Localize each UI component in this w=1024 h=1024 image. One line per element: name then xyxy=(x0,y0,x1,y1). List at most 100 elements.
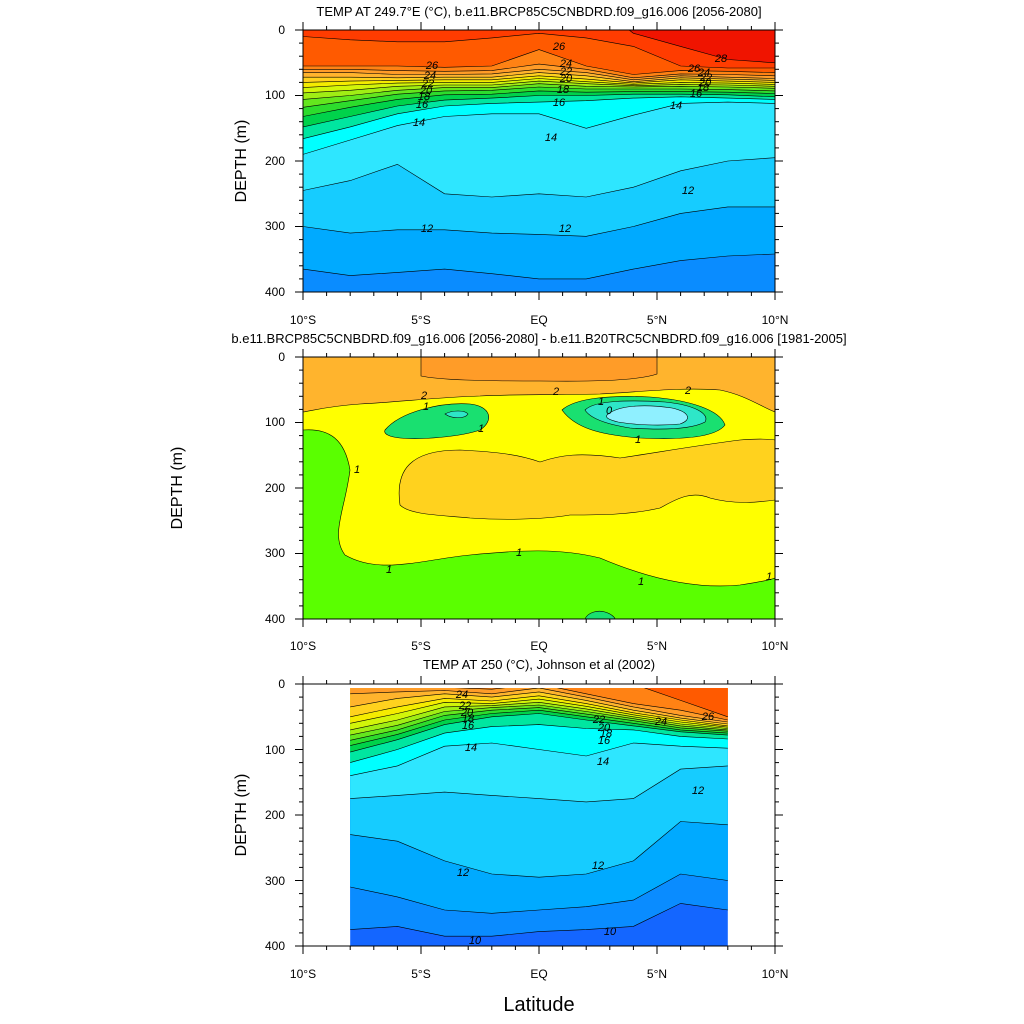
contour-line xyxy=(350,698,728,728)
contour-label: 16 xyxy=(462,720,475,732)
contour-label: 2 xyxy=(552,386,559,398)
contour-line xyxy=(350,742,728,776)
contour-label: 24 xyxy=(455,689,468,701)
y-tick-label: 0 xyxy=(278,23,285,37)
contour-label: 12 xyxy=(457,867,469,879)
contour-label: 22 xyxy=(559,66,572,78)
contour-label: 2 xyxy=(420,390,427,402)
x-tick-label: 10°N xyxy=(762,639,789,653)
x-tick-label: 5°S xyxy=(411,967,430,981)
contour-label: 24 xyxy=(654,716,667,728)
contour-line xyxy=(303,83,775,100)
contour-label: 1 xyxy=(423,401,429,413)
contour-label: 1 xyxy=(478,423,484,435)
panel-observed-temperature: TEMP AT 250 (°C), Johnson et al (2002) 2… xyxy=(233,657,788,981)
contour-line xyxy=(303,96,775,139)
contour-line xyxy=(454,688,728,721)
y-tick-label: 100 xyxy=(265,415,285,429)
contour-label: 18 xyxy=(418,91,431,103)
contour-label: 18 xyxy=(600,728,613,740)
x-tick-label: 5°N xyxy=(647,639,667,653)
contour-line xyxy=(350,724,728,763)
y-tick-label: 100 xyxy=(265,743,285,757)
contour-line xyxy=(303,32,775,69)
contour-label: 16 xyxy=(416,99,429,111)
contour-line xyxy=(350,713,728,753)
contour-line xyxy=(303,72,775,83)
contour-line xyxy=(350,695,728,727)
contour-line xyxy=(303,157,775,198)
contour-label: 14 xyxy=(597,756,609,768)
contour-label: 14 xyxy=(670,100,682,112)
panel1-axes xyxy=(295,22,783,300)
contour-line xyxy=(643,688,728,718)
contour-label: 22 xyxy=(699,72,712,84)
y-tick-label: 300 xyxy=(265,874,285,888)
panel3-title: TEMP AT 250 (°C), Johnson et al (2002) xyxy=(423,657,655,672)
contour-line xyxy=(350,688,728,723)
contour-label: 1 xyxy=(638,576,644,588)
contour-label: 2 xyxy=(684,385,691,397)
contour-line xyxy=(350,691,728,725)
contour-line xyxy=(350,707,728,741)
contour-label: 16 xyxy=(690,88,703,100)
contour-label: 14 xyxy=(545,132,557,144)
contour-label: 12 xyxy=(559,223,571,235)
panel1-ylabel: DEPTH (m) xyxy=(233,120,250,203)
contour-label: 26 xyxy=(687,63,701,75)
contour-label: 22 xyxy=(458,700,471,712)
contour-line xyxy=(628,30,775,64)
panel2-title: b.e11.BRCP85C5CNBDRD.f09_g16.006 [2056-2… xyxy=(231,331,846,346)
contour-label: 22 xyxy=(592,714,605,726)
y-tick-label: 300 xyxy=(265,219,285,233)
y-tick-label: 300 xyxy=(265,546,285,560)
contour-label: 1 xyxy=(354,464,360,476)
contour-line xyxy=(350,821,728,878)
x-tick-label: 10°N xyxy=(762,967,789,981)
y-tick-label: 100 xyxy=(265,88,285,102)
x-tick-label: 10°S xyxy=(290,639,316,653)
contour-line xyxy=(303,78,775,88)
contour-line xyxy=(303,101,775,155)
contour-label: 20 xyxy=(597,722,611,734)
panel3-contour-fills xyxy=(350,688,728,946)
panel2-contour-labels: 2 2 2 1 1 0 1 1 1 1 1 1 1 xyxy=(354,385,772,588)
contour-line xyxy=(303,90,775,117)
x-tick-label: EQ xyxy=(530,639,547,653)
x-tick-label: EQ xyxy=(530,967,547,981)
contour-label: 1 xyxy=(766,571,772,583)
contour-line xyxy=(350,709,728,746)
contour-label: 22 xyxy=(421,78,434,90)
diff-region-0-to-0.5-south xyxy=(444,410,469,419)
panel2-axes xyxy=(295,349,783,627)
contour-line xyxy=(303,206,775,237)
contour-line xyxy=(350,765,728,803)
contour-label: 20 xyxy=(559,73,573,85)
contour-label: 10 xyxy=(469,935,482,947)
contour-label: 14 xyxy=(413,117,425,129)
contour-line xyxy=(303,80,775,94)
contour-label: 0 xyxy=(606,405,613,417)
contour-label: 24 xyxy=(697,67,710,79)
x-tick-label: EQ xyxy=(530,313,547,327)
panel-model-temperature: TEMP AT 249.7°E (°C), b.e11.BRCP85C5CNBD… xyxy=(233,4,788,327)
contour-label: 12 xyxy=(682,185,694,197)
x-axis-title: Latitude xyxy=(503,994,574,1016)
panel-temperature-difference: b.e11.BRCP85C5CNBDRD.f09_g16.006 [2056-2… xyxy=(169,331,847,653)
contour-label: 26 xyxy=(701,711,715,723)
contour-label: 24 xyxy=(423,70,436,82)
contour-label: 26 xyxy=(425,60,439,72)
y-tick-label: 400 xyxy=(265,612,285,626)
contour-label: 1 xyxy=(598,396,604,408)
contour-label: 18 xyxy=(697,82,710,94)
x-tick-label: 10°S xyxy=(290,967,316,981)
contour-line xyxy=(350,704,728,736)
panel3-contour-labels: 24 22 20 18 16 22 20 18 16 24 26 14 14 1… xyxy=(455,689,715,947)
contour-line xyxy=(303,93,775,128)
x-tick-label: 5°N xyxy=(647,313,667,327)
contour-label: 20 xyxy=(419,85,433,97)
panel1-title: TEMP AT 249.7°E (°C), b.e11.BRCP85C5CNBD… xyxy=(316,4,761,19)
contour-line xyxy=(303,86,775,108)
panel3-ylabel: DEPTH (m) xyxy=(233,774,250,857)
contour-fill xyxy=(629,30,775,63)
